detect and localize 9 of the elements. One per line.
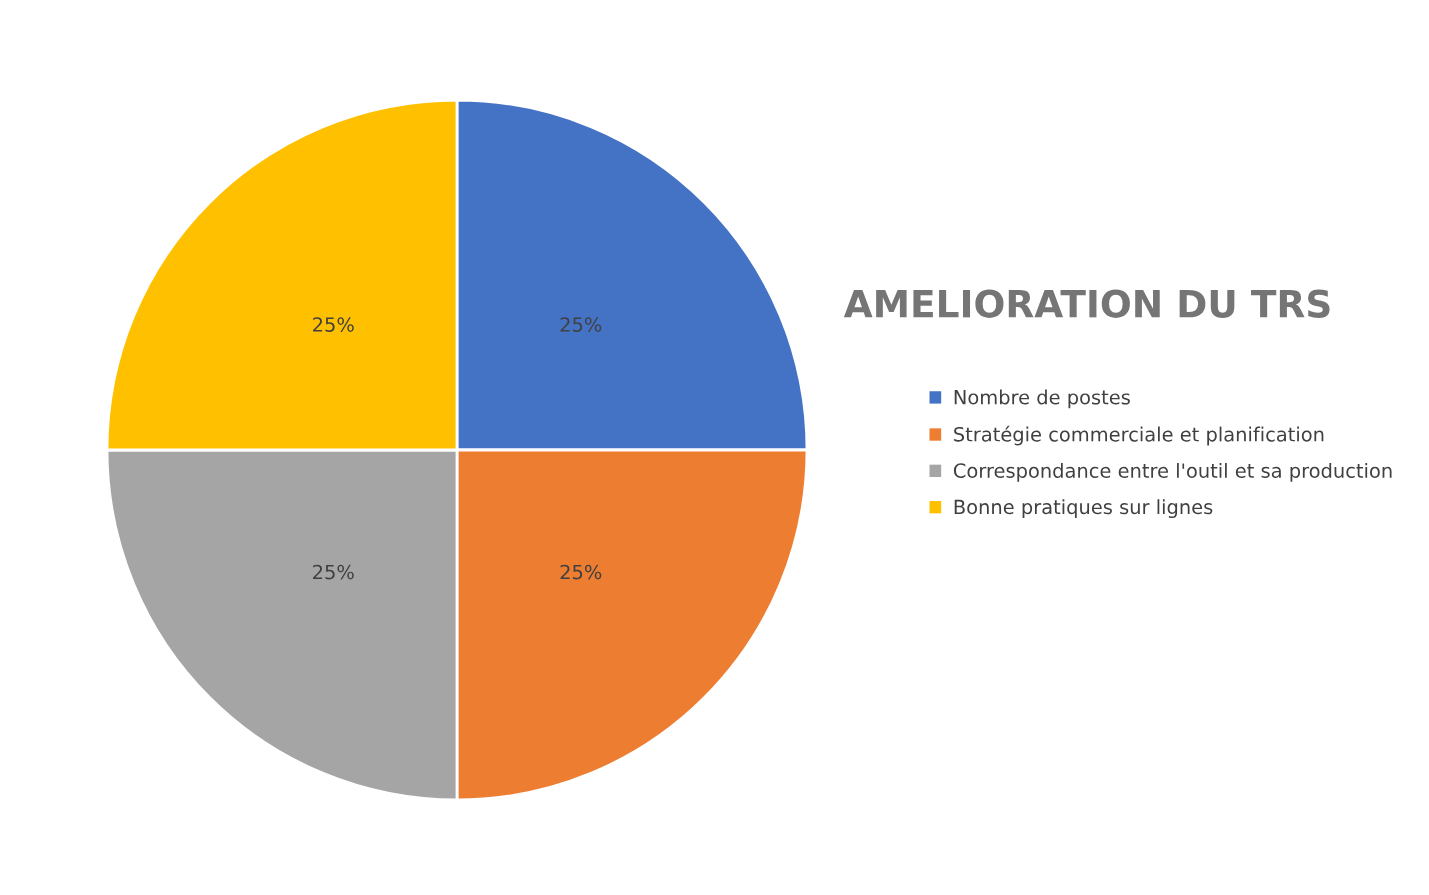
data-label: 25% [313, 317, 354, 332]
legend-label: Correspondance entre l'outil et sa production [953, 462, 1392, 482]
data-label: 25% [560, 317, 602, 332]
legend-label: Stratégie commerciale et planification [954, 425, 1324, 446]
text: AMELIORATION DU TRS [843, 289, 1330, 318]
data-label: 25% [560, 564, 602, 580]
legend-label: Bonne pratiques sur lignes [954, 499, 1213, 519]
legend-label: Nombre de postes [954, 389, 1130, 409]
data-label: 25% [313, 564, 354, 580]
